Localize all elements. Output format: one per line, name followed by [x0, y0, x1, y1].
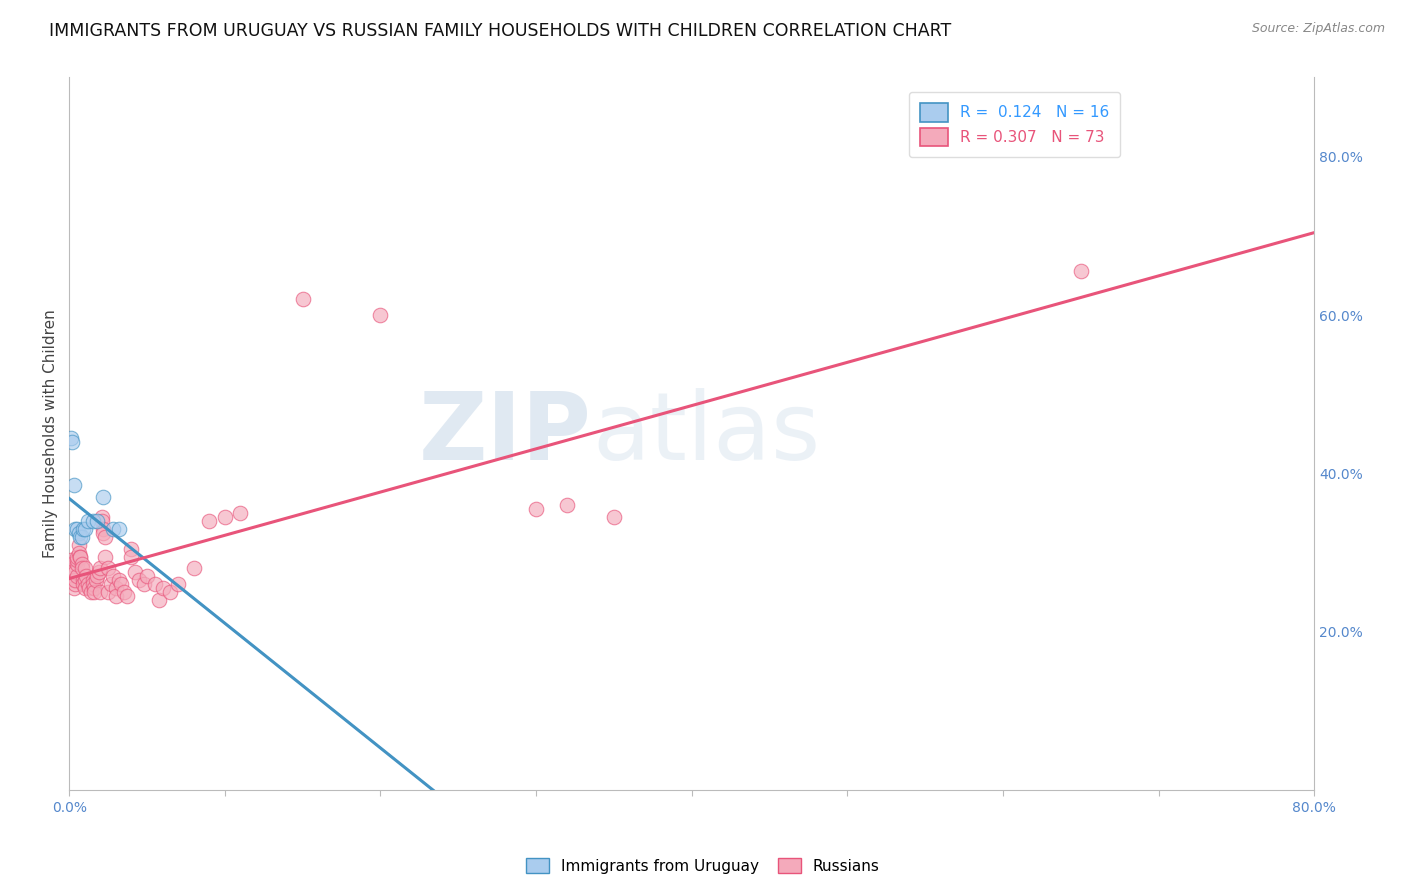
Point — [132, 577, 155, 591]
Point — [82, 574, 104, 588]
Point — [66, 553, 89, 567]
Point — [143, 577, 166, 591]
Point — [524, 502, 547, 516]
Point — [60, 566, 83, 580]
Point — [136, 569, 159, 583]
Point — [152, 581, 174, 595]
Point — [167, 577, 190, 591]
Point — [69, 549, 91, 564]
Point — [90, 514, 112, 528]
Point — [82, 577, 104, 591]
Point — [93, 522, 115, 536]
Point — [159, 585, 181, 599]
Point — [603, 510, 626, 524]
Point — [65, 566, 87, 580]
Point — [75, 569, 97, 583]
Point — [97, 585, 120, 599]
Point — [115, 589, 138, 603]
Point — [59, 431, 82, 445]
Point — [67, 545, 90, 559]
Legend: Immigrants from Uruguay, Russians: Immigrants from Uruguay, Russians — [520, 852, 886, 880]
Point — [121, 549, 143, 564]
Point — [83, 581, 105, 595]
Point — [80, 585, 103, 599]
Point — [70, 561, 93, 575]
Point — [65, 577, 87, 591]
Point — [73, 561, 96, 575]
Point — [94, 530, 117, 544]
Point — [108, 522, 131, 536]
Point — [94, 549, 117, 564]
Point — [69, 549, 91, 564]
Point — [100, 577, 122, 591]
Point — [1070, 264, 1092, 278]
Point — [86, 514, 108, 528]
Point — [67, 525, 90, 540]
Text: Source: ZipAtlas.com: Source: ZipAtlas.com — [1251, 22, 1385, 36]
Point — [110, 577, 132, 591]
Point — [63, 581, 86, 595]
Point — [370, 308, 392, 322]
Y-axis label: Family Households with Children: Family Households with Children — [44, 310, 58, 558]
Point — [70, 530, 93, 544]
Point — [89, 561, 111, 575]
Point — [72, 522, 94, 536]
Point — [93, 490, 115, 504]
Point — [93, 525, 115, 540]
Point — [121, 541, 143, 556]
Legend: R =  0.124   N = 16, R = 0.307   N = 73: R = 0.124 N = 16, R = 0.307 N = 73 — [910, 92, 1119, 157]
Point — [65, 574, 87, 588]
Point — [97, 561, 120, 575]
Point — [77, 577, 100, 591]
Point — [59, 553, 82, 567]
Point — [198, 514, 221, 528]
Point — [104, 581, 127, 595]
Point — [72, 577, 94, 591]
Point — [86, 569, 108, 583]
Point — [291, 292, 314, 306]
Point — [101, 569, 124, 583]
Point — [87, 566, 110, 580]
Point — [148, 593, 170, 607]
Point — [70, 558, 93, 572]
Text: IMMIGRANTS FROM URUGUAY VS RUSSIAN FAMILY HOUSEHOLDS WITH CHILDREN CORRELATION C: IMMIGRANTS FROM URUGUAY VS RUSSIAN FAMIL… — [49, 22, 952, 40]
Point — [66, 569, 89, 583]
Text: atlas: atlas — [592, 388, 820, 480]
Point — [108, 574, 131, 588]
Point — [72, 574, 94, 588]
Point — [65, 522, 87, 536]
Point — [73, 522, 96, 536]
Point — [66, 522, 89, 536]
Point — [63, 574, 86, 588]
Point — [555, 498, 578, 512]
Point — [67, 538, 90, 552]
Point — [104, 589, 127, 603]
Point — [73, 581, 96, 595]
Point — [63, 478, 86, 492]
Point — [77, 514, 100, 528]
Point — [66, 549, 89, 564]
Point — [60, 558, 83, 572]
Point — [83, 585, 105, 599]
Point — [90, 510, 112, 524]
Point — [124, 566, 146, 580]
Point — [73, 574, 96, 588]
Point — [214, 510, 236, 524]
Point — [66, 558, 89, 572]
Point — [183, 561, 205, 575]
Point — [84, 574, 107, 588]
Point — [112, 585, 135, 599]
Point — [79, 581, 101, 595]
Point — [89, 585, 111, 599]
Point — [101, 522, 124, 536]
Point — [60, 434, 83, 449]
Point — [82, 514, 104, 528]
Point — [229, 506, 252, 520]
Text: ZIP: ZIP — [419, 388, 592, 480]
Point — [69, 530, 91, 544]
Point — [128, 574, 150, 588]
